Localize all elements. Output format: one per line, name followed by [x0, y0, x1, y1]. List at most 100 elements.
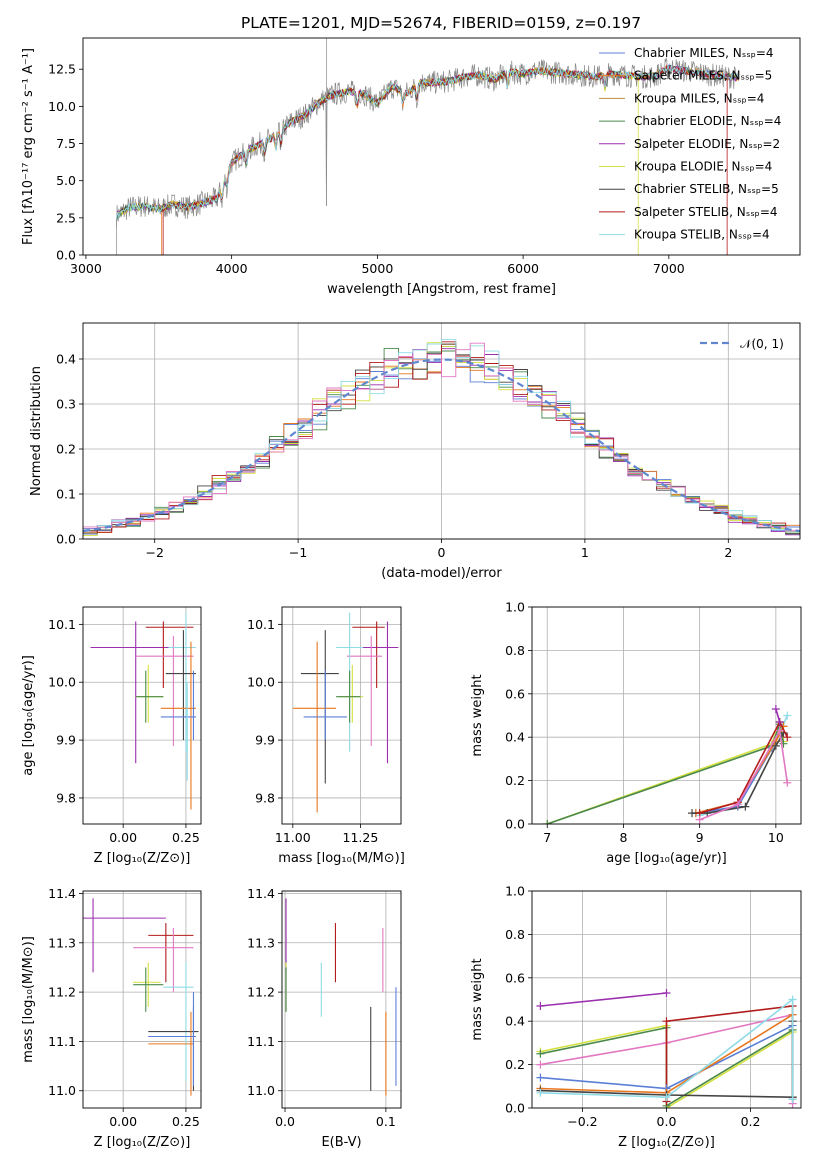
data-point	[133, 967, 164, 1012]
plot-area	[83, 339, 800, 536]
x-axis-label: Z [log₁₀(Z/Z⊙)]	[94, 1135, 191, 1150]
axes-frame	[281, 890, 402, 1109]
y-axis-label: mass weight	[470, 958, 485, 1040]
data-point	[303, 670, 347, 741]
x-tick-label: 2	[724, 545, 732, 560]
x-tick-label: 8	[619, 830, 627, 845]
x-tick-label: 5000	[361, 261, 393, 276]
y-tick-label: 10.1	[48, 617, 76, 632]
data-point	[346, 635, 383, 746]
data-point	[292, 641, 337, 813]
y-axis-label: Normed distribution	[29, 366, 44, 496]
axes-frame	[531, 606, 802, 825]
y-tick-label: 10.0	[48, 99, 76, 114]
y-tick-label: 9.8	[255, 790, 275, 805]
weight-line	[540, 992, 667, 1007]
weight-marker	[695, 815, 704, 824]
x-tick-label: 0	[438, 545, 446, 560]
y-tick-label: 9.9	[255, 733, 275, 748]
axes-frame	[82, 890, 202, 1109]
data-point	[163, 962, 194, 1081]
x-tick-label: 0.0	[275, 1114, 295, 1129]
weight-marker	[788, 995, 797, 1004]
y-tick-label: 0.2	[56, 442, 76, 457]
spectrum-legend: Chabrier MILES, Nₛₛₚ=4 Salpeter MILES, Nₛ…	[599, 46, 781, 242]
plot-area	[536, 988, 797, 1108]
data-point	[135, 635, 194, 746]
y-tick-label: 9.9	[56, 733, 76, 748]
y-tick-label: 0.4	[505, 1014, 525, 1029]
legend-label: Salpeter STELIB, Nₛₛₚ=4	[634, 205, 778, 219]
data-point	[135, 670, 164, 723]
y-tick-label: 0.3	[56, 397, 76, 412]
x-tick-label: −2	[145, 545, 163, 560]
data-point	[133, 927, 194, 993]
x-tick-label: 0.0	[657, 1114, 677, 1129]
x-tick-label: −0.2	[567, 1114, 597, 1129]
y-tick-label: 0.6	[505, 970, 525, 985]
data-point	[148, 992, 196, 1086]
weight-line	[699, 728, 789, 821]
y-tick-label: 10.1	[247, 617, 275, 632]
y-tick-label: 0.1	[56, 487, 76, 502]
data-point	[357, 621, 399, 764]
legend-label: Salpeter ELODIE, Nₛₛₚ=2	[634, 137, 780, 151]
data-point	[148, 923, 194, 983]
weight-marker	[662, 1093, 671, 1102]
x-tick-label: 3000	[70, 261, 102, 276]
y-tick-label: 0.0	[505, 1101, 525, 1116]
legend-label: Salpeter MILES, Nₛₛₚ=5	[634, 69, 772, 83]
model-line	[116, 65, 739, 220]
legend-label: Kroupa MILES, Nₛₛₚ=4	[634, 91, 764, 105]
y-tick-label: 11.0	[48, 1083, 76, 1098]
x-tick-label: 0.00	[109, 1114, 137, 1129]
axes-frame	[82, 37, 801, 256]
x-tick-label: 7000	[653, 261, 685, 276]
data-point	[148, 1011, 194, 1096]
weight-marker	[662, 1017, 671, 1026]
panel-mass-weight-vs-Z: −0.2 0.0 0.2 0.0 0.2 0.4 0.6 0.8 1.0 Z [log₁₀(Z/Z…	[470, 884, 802, 1150]
y-tick-label: 11.3	[48, 935, 76, 950]
weight-marker	[788, 1095, 797, 1104]
weight-marker	[536, 1002, 545, 1011]
y-tick-label: 0.8	[505, 643, 525, 658]
x-tick-label: 0.25	[172, 830, 200, 845]
weight-marker	[543, 820, 552, 824]
x-axis-label: mass [log₁₀(M/M⊙)]	[278, 851, 405, 866]
y-tick-label: 0.0	[56, 532, 76, 547]
x-tick-label: 4000	[216, 261, 248, 276]
legend-label: 𝒩(0, 1)	[740, 337, 784, 351]
weight-line	[546, 721, 785, 824]
data-point	[160, 641, 196, 810]
y-axis-label: mass [log₁₀(M/M⊙)]	[21, 936, 36, 1063]
y-tick-label: 0.0	[56, 248, 76, 263]
legend-label: Kroupa ELODIE, Nₛₛₚ=4	[634, 160, 772, 174]
x-tick-label: 11.25	[343, 830, 379, 845]
x-tick-label: 1	[581, 545, 589, 560]
y-tick-label: 0.8	[505, 927, 525, 942]
weight-line	[699, 720, 789, 814]
y-tick-label: 0.2	[505, 773, 525, 788]
weight-marker	[741, 802, 750, 811]
x-tick-label: 0.2	[741, 1114, 761, 1129]
y-tick-label: 10.0	[48, 675, 76, 690]
y-tick-label: 9.8	[56, 790, 76, 805]
panel-mass-vs-EBV: 0.0 0.1 11.0 11.1 11.2 11.3 11.4 E(B-V)	[247, 886, 402, 1150]
data-point	[352, 621, 385, 689]
data-point	[90, 621, 174, 764]
weight-marker	[536, 1088, 545, 1097]
y-tick-label: 1.0	[505, 884, 525, 899]
x-tick-label: 10	[768, 830, 784, 845]
y-tick-label: 11.4	[48, 886, 76, 901]
plot-area	[83, 898, 199, 1096]
plot-area	[285, 898, 397, 1096]
x-tick-label: 0.25	[172, 1114, 200, 1129]
y-tick-label: 10.0	[247, 675, 275, 690]
y-tick-label: 5.0	[56, 173, 76, 188]
weight-marker	[733, 800, 742, 809]
panel-spectrum: 3000 4000 5000 6000 7000 0.0 2.5 5.0 7.5 10.0 12.5…	[21, 37, 801, 297]
y-tick-label: 7.5	[56, 136, 76, 151]
weight-marker	[536, 1049, 545, 1058]
data-point	[135, 664, 164, 723]
legend-label: Chabrier MILES, Nₛₛₚ=4	[634, 46, 774, 60]
